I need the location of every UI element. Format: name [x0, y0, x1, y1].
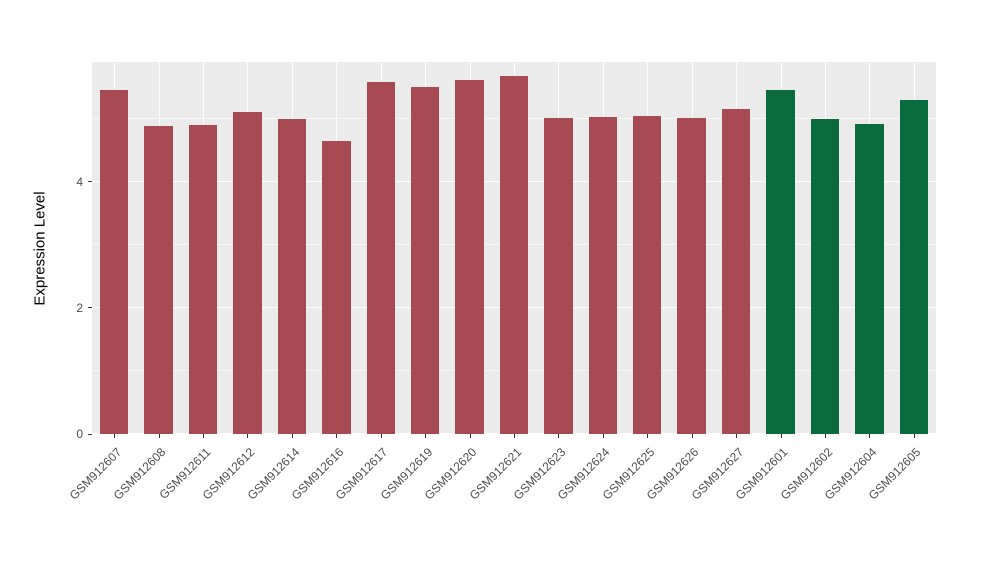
plot-panel — [92, 62, 936, 434]
bar-GSM912612 — [233, 112, 262, 434]
x-label-slot: GSM912612 — [200, 441, 269, 571]
bar-slot — [225, 62, 269, 434]
bar-slot — [136, 62, 180, 434]
x-label-slot: GSM912607 — [67, 441, 136, 571]
y-tick-label: 2 — [76, 300, 83, 315]
x-label-slot: GSM912624 — [555, 441, 625, 571]
x-label-slot: GSM912620 — [422, 441, 491, 571]
x-label-slot: GSM912619 — [378, 441, 447, 571]
x-label-slot: GSM912611 — [156, 441, 225, 571]
x-tick-mark — [558, 434, 560, 438]
bar-slot — [669, 62, 713, 434]
x-tick-mark — [336, 434, 338, 438]
x-label-slot: GSM912605 — [866, 441, 936, 571]
bar-slot — [847, 62, 891, 434]
y-tick-mark — [88, 181, 92, 183]
y-tick-mark — [88, 433, 92, 435]
x-tick-mark — [691, 434, 693, 438]
bar-slot — [714, 62, 758, 434]
x-label-slot: GSM912625 — [600, 441, 669, 571]
bar-slot — [181, 62, 225, 434]
x-tick-mark — [736, 434, 738, 438]
bar-GSM912626 — [677, 117, 706, 434]
x-label-slot: GSM912621 — [466, 441, 536, 571]
x-label-slot: GSM912602 — [777, 441, 847, 571]
x-label-slot: GSM912608 — [111, 441, 180, 571]
bar-GSM912602 — [810, 118, 840, 434]
bar-GSM912621 — [499, 75, 529, 434]
bar-GSM912617 — [366, 82, 395, 434]
x-tick-mark — [869, 434, 871, 438]
x-tick-mark — [114, 434, 116, 438]
x-label-slot: GSM912601 — [733, 441, 802, 571]
bar-slot — [270, 62, 314, 434]
x-tick-mark — [291, 434, 293, 438]
x-tick-mark — [203, 434, 205, 438]
x-label-slot: GSM912626 — [644, 441, 713, 571]
x-tick-mark — [913, 434, 915, 438]
bar-GSM912607 — [100, 90, 129, 434]
bar-slot — [314, 62, 358, 434]
bar-slot — [758, 62, 802, 434]
x-tick-mark — [602, 434, 604, 438]
x-label-slot: GSM912614 — [244, 441, 314, 571]
bar-GSM912605 — [899, 99, 929, 434]
bar-GSM912623 — [544, 117, 573, 434]
bar-slot — [625, 62, 669, 434]
bar-slot — [92, 62, 136, 434]
bar-GSM912616 — [322, 140, 351, 434]
x-tick-mark — [469, 434, 471, 438]
y-tick-label: 4 — [76, 174, 83, 189]
x-axis-ticks — [92, 434, 936, 440]
y-axis: 0 2 4 — [0, 62, 92, 441]
bar-slot — [403, 62, 447, 434]
x-axis-labels: GSM912607 GSM912608 GSM912611 GSM912612 GSM9… — [67, 441, 936, 571]
x-tick-mark — [247, 434, 249, 438]
y-tick-label: 0 — [76, 427, 83, 441]
x-label-slot: GSM912616 — [289, 441, 358, 571]
bar-GSM912611 — [188, 125, 218, 434]
x-tick-mark — [647, 434, 649, 438]
bar-GSM912620 — [455, 79, 484, 434]
x-tick-mark — [380, 434, 382, 438]
bar-GSM912604 — [855, 123, 884, 434]
bar-slot — [581, 62, 625, 434]
bar-GSM912624 — [588, 116, 618, 434]
y-tick-mark — [88, 307, 92, 309]
x-tick-mark — [824, 434, 826, 438]
bar-GSM912614 — [277, 118, 307, 434]
bar-slot — [536, 62, 580, 434]
bar-GSM912627 — [721, 109, 751, 434]
bar-GSM912601 — [766, 90, 795, 434]
x-tick-mark — [514, 434, 515, 438]
x-tick-mark — [780, 434, 782, 438]
bar-slot — [892, 62, 936, 434]
bar-slot — [492, 62, 536, 434]
x-tick-mark — [425, 434, 427, 438]
bar-GSM912625 — [633, 115, 662, 434]
bar-GSM912619 — [410, 87, 440, 434]
bar-slot — [359, 62, 403, 434]
x-label-slot: GSM912617 — [333, 441, 403, 571]
x-label-slot: GSM912623 — [511, 441, 580, 571]
bar-slot — [803, 62, 847, 434]
bars-layer — [92, 62, 936, 434]
bar-GSM912608 — [144, 126, 173, 434]
x-label-slot: GSM912604 — [822, 441, 891, 571]
x-tick-mark — [158, 434, 160, 438]
bar-slot — [447, 62, 491, 434]
x-label-slot: GSM912627 — [688, 441, 758, 571]
